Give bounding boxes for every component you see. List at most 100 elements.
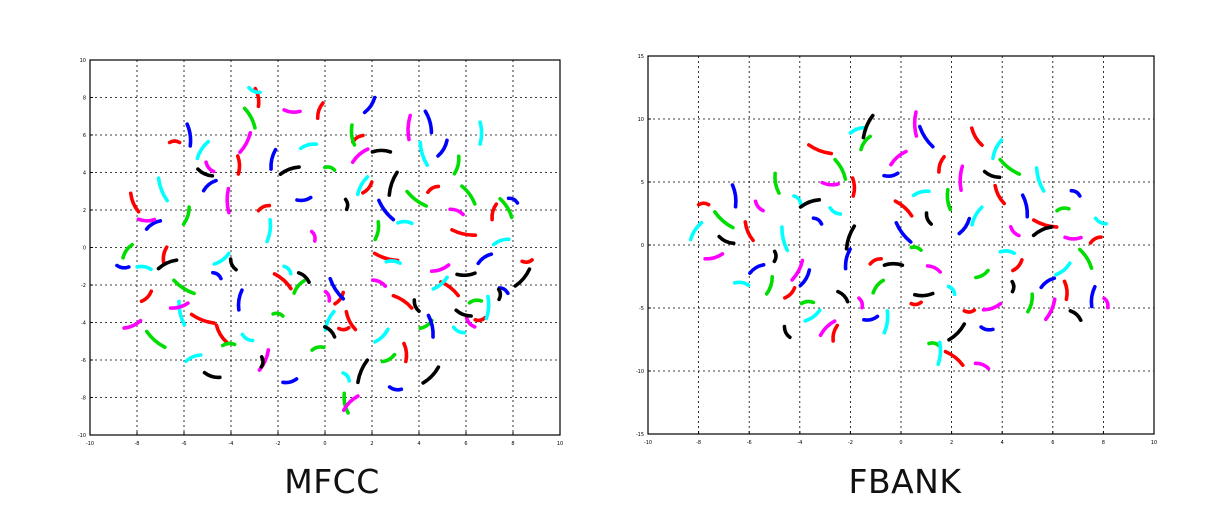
data-point [743,220,755,243]
data-point [979,325,995,332]
data-point [1043,297,1057,322]
data-point [161,245,169,265]
x-tick-label: 10 [1151,440,1157,446]
data-point [973,361,991,371]
data-point [513,267,532,288]
data-point [144,329,167,350]
data-point [391,293,414,310]
data-point [128,191,141,214]
data-point [730,183,738,209]
data-point [421,365,441,385]
data-point [448,207,465,217]
data-point [893,199,914,218]
data-point [828,206,843,216]
data-point [387,170,399,197]
data-point [496,287,503,302]
data-point [773,171,781,195]
y-tick-label: 2 [83,208,86,214]
data-point [328,276,346,301]
data-point [861,113,875,140]
data-point [309,229,317,243]
data-point [520,258,534,264]
data-point [452,154,461,176]
x-tick-label: 8 [1102,440,1105,446]
data-point [1054,261,1072,277]
data-point [406,113,413,142]
data-point [184,353,203,364]
data-point [377,198,396,222]
data-point [688,220,704,242]
data-point [1031,225,1054,238]
data-point [820,180,840,187]
data-point [811,216,824,226]
data-point [122,318,143,330]
data-point [362,95,377,115]
data-point [202,370,222,380]
data-point [257,348,271,372]
data-point [1088,235,1103,245]
data-point [225,186,231,215]
data-point [333,290,346,306]
data-point [974,268,990,280]
data-point [185,122,193,148]
data-point [299,142,319,151]
data-point [911,189,931,198]
data-point [1034,166,1046,193]
data-point [136,217,157,223]
data-point [882,171,900,178]
data-point [998,157,1022,176]
data-point [732,280,751,288]
y-tick-label: -4 [81,321,86,327]
data-point [862,314,880,322]
data-point [405,189,429,208]
x-tick-label: -10 [86,441,94,447]
data-point [282,108,302,114]
data-point [1011,257,1024,273]
data-point [355,175,370,197]
data-point [195,139,211,161]
data-point [384,259,402,266]
data-point [936,340,943,367]
data-point [962,308,977,314]
data-point [473,315,487,323]
y-tick-label: -6 [81,358,86,364]
data-point [982,169,1002,180]
data-point [426,313,435,339]
data-point [696,201,711,207]
data-point [177,299,187,327]
data-point [423,109,434,135]
x-tick-label: 6 [1051,440,1054,446]
data-point [969,126,984,148]
y-tick-label: -15 [636,432,644,438]
mfcc-scatter-chart: -10 -8 -6 -4 -2 0 2 4 6 8 10 -10 -8 -6 -4 -2 0 2 4 6 8 10 [78,58,563,447]
data-point [859,134,872,152]
data-point [1008,224,1021,238]
data-point [450,228,478,237]
data-point [429,263,451,274]
data-point [836,289,850,304]
data-point [278,165,301,177]
data-point [341,394,360,412]
data-point [1020,193,1030,219]
data-point [498,196,514,220]
data-point [945,187,953,212]
data-point [295,195,313,203]
data-point [970,205,984,227]
x-tick-label: 2 [370,441,373,447]
y-tick-label: 0 [83,246,86,252]
fbank-panel: -10 -8 -6 -4 -2 0 2 4 6 8 10 -15 -10 -5 0 5 10 15 FBANK [630,0,1170,508]
data-point [850,176,857,198]
data-point [242,106,257,130]
data-point [139,289,154,304]
data-point [464,316,477,329]
data-point [167,139,182,145]
data-point [798,198,822,209]
data-point [478,120,484,146]
data-point [889,149,908,167]
data-point [211,270,223,281]
data-point [341,371,352,383]
data-point [315,101,325,120]
data-point [370,278,388,288]
data-point [772,249,778,264]
